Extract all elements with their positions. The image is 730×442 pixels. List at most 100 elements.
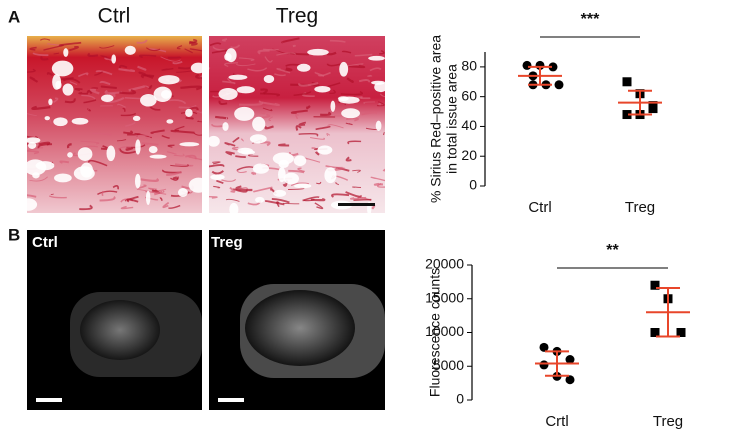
fiber xyxy=(86,89,93,95)
fiber xyxy=(363,101,375,105)
fiber xyxy=(27,68,36,73)
fiber xyxy=(148,187,158,190)
fiber xyxy=(27,150,40,155)
fiber xyxy=(128,85,146,92)
vacuole xyxy=(140,94,157,107)
fiber xyxy=(240,138,244,142)
y-tick-label: 0 xyxy=(456,391,464,407)
fiber xyxy=(261,101,280,107)
vacuole xyxy=(53,117,68,127)
data-point xyxy=(622,110,632,120)
y-tick-label: 10000 xyxy=(425,323,464,339)
fiber xyxy=(227,78,232,83)
fiber xyxy=(118,68,136,73)
fiber xyxy=(350,196,367,200)
fiber xyxy=(162,201,170,209)
y-axis-label: Fluorescence counts xyxy=(427,268,443,397)
fiber xyxy=(264,56,273,63)
fiber xyxy=(119,64,128,69)
vacuole xyxy=(51,60,74,77)
fiber xyxy=(258,111,266,115)
y-tick-label: 5000 xyxy=(433,357,464,373)
fiber xyxy=(101,190,104,196)
y-tick-label: 40 xyxy=(461,117,477,133)
fiber xyxy=(370,176,385,182)
data-point xyxy=(539,360,549,370)
fiber xyxy=(209,164,225,168)
fiber xyxy=(64,98,76,104)
y-axis-label: in total issue area xyxy=(444,64,460,174)
fiber xyxy=(170,164,189,167)
vacuole xyxy=(27,198,38,211)
vacuole xyxy=(218,87,238,101)
y-tick-label: 60 xyxy=(461,87,477,103)
fiber xyxy=(29,46,37,51)
fiber xyxy=(160,56,181,62)
x-tick-label: Ctrl xyxy=(528,199,551,216)
vacuole xyxy=(252,163,269,174)
vacuole xyxy=(228,74,248,80)
fiber xyxy=(225,198,240,202)
vacuole xyxy=(145,190,151,206)
fiber xyxy=(230,44,241,49)
fiber xyxy=(53,97,59,104)
fiber xyxy=(32,52,49,57)
panel-label: A xyxy=(8,7,20,26)
fiber xyxy=(335,181,340,186)
fiber xyxy=(81,94,96,100)
vacuole xyxy=(71,117,89,125)
y-axis-label: % Sirius Red–positive area xyxy=(428,35,444,203)
fiber xyxy=(140,74,155,79)
fiber xyxy=(232,137,240,143)
fiber xyxy=(224,142,236,147)
vacuole xyxy=(240,149,255,155)
fiber xyxy=(172,60,183,65)
fiber xyxy=(118,147,137,154)
fiber xyxy=(80,140,100,145)
data-point xyxy=(554,80,564,90)
vacuole xyxy=(278,159,289,169)
fiber xyxy=(59,160,70,164)
fiber xyxy=(168,99,187,105)
fiber xyxy=(99,45,115,49)
fiber xyxy=(298,132,319,137)
fiber xyxy=(238,57,255,62)
fiber xyxy=(193,132,202,136)
image-label: Ctrl xyxy=(32,234,58,251)
fiber xyxy=(87,52,99,57)
fiber xyxy=(196,120,202,123)
fiber xyxy=(118,146,132,152)
fiber xyxy=(53,52,60,55)
vacuole xyxy=(249,134,267,144)
fiber xyxy=(120,112,137,117)
fiber xyxy=(236,169,247,174)
fiber xyxy=(216,179,224,185)
fiber xyxy=(174,163,194,167)
fiber xyxy=(87,159,108,167)
vacuole xyxy=(54,173,72,183)
vacuole xyxy=(188,177,202,193)
fiber xyxy=(123,130,134,135)
fiber xyxy=(138,54,157,59)
vacuole xyxy=(73,166,95,181)
fiber xyxy=(358,79,371,83)
fiber xyxy=(325,165,343,169)
fiber xyxy=(235,155,246,158)
fiber xyxy=(159,197,163,201)
fiber xyxy=(260,88,268,95)
vacuole xyxy=(225,48,237,63)
vacuole xyxy=(341,108,360,119)
fiber xyxy=(253,186,273,193)
fiber xyxy=(94,71,103,76)
vacuole xyxy=(234,106,255,121)
fiber xyxy=(326,133,331,137)
fiber xyxy=(354,53,373,57)
vacuole xyxy=(177,188,188,197)
fiber xyxy=(341,50,352,54)
fiber xyxy=(161,67,174,71)
vacuole xyxy=(62,83,74,96)
vacuole xyxy=(307,48,329,56)
fiber xyxy=(58,41,82,47)
fiber xyxy=(104,89,123,95)
